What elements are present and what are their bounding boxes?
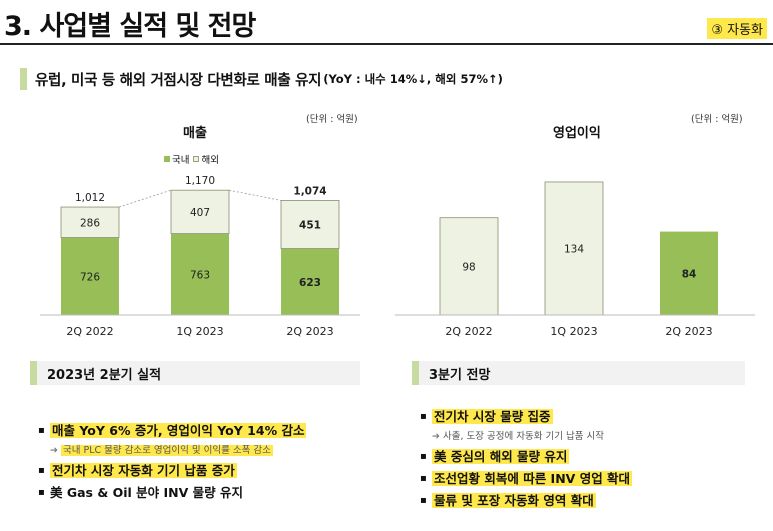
bar-domestic (281, 248, 339, 315)
x-tick-label: 2Q 2023 (286, 325, 333, 338)
profit-unit-label: (단위 : 억원) (691, 114, 743, 125)
profit-chart-title: 영업이익 (553, 126, 601, 141)
x-tick-label: 1Q 2023 (550, 325, 597, 338)
accent-bar (412, 361, 419, 385)
outlook-box-title: 3분기 전망 (429, 367, 491, 383)
list-item: 조선업황 회복에 따른 INV 영업 확대 (420, 468, 633, 490)
bar-operating-profit (439, 217, 499, 316)
data-label: 134 (564, 243, 584, 255)
data-label-overseas: 451 (299, 219, 321, 231)
bar-operating-profit (544, 181, 604, 316)
page-title: 3. 사업별 실적 및 전망 (4, 11, 256, 42)
accent-bar (20, 68, 27, 90)
outlook-list: 전기차 시장 물량 집중 ➔사출, 도장 공정에 자동화 기기 납품 시작 美 … (420, 406, 633, 512)
x-tick-label: 2Q 2022 (445, 325, 492, 338)
x-tick-label: 2Q 2023 (665, 325, 712, 338)
list-subitem: ➔ 사출, 도장 공정에 자동화 기기 납품 시작 (432, 431, 604, 442)
list-subitem: ➔ 국내 PLC 물량 감소로 영업이익 및 이익률 소폭 감소 (50, 445, 273, 456)
connector-line (118, 189, 172, 208)
bar-operating-profit (660, 231, 718, 315)
section-badge: ③ 자동화 (707, 18, 767, 39)
list-item: 전기차 시장 자동화 기기 납품 증가 (38, 460, 306, 482)
results-list: 매출 YoY 6% 증가, 영업이익 YoY 14% 감소 ➔국내 PLC 물량… (38, 420, 307, 504)
data-label-overseas: 286 (80, 217, 100, 229)
data-label-domestic: 726 (80, 271, 100, 283)
data-label-total: 1,170 (185, 175, 215, 187)
revenue-legend: 국내 해외 (164, 152, 219, 166)
bar-overseas (170, 189, 230, 235)
results-box-title: 2023년 2분기 실적 (47, 367, 162, 383)
data-label-domestic: 623 (299, 277, 321, 289)
summary-heading: 유럽, 미국 등 해외 거점시장 다변화로 매출 유지 (YoY : 내수 14… (20, 68, 503, 90)
legend-swatch-overseas (193, 156, 200, 162)
list-item: 美 Gas & Oil 분야 INV 물량 유지 (38, 482, 306, 504)
data-label: 84 (682, 268, 697, 280)
list-item: 매출 YoY 6% 증가, 영업이익 YoY 14% 감소 (38, 420, 307, 442)
data-label: 98 (462, 261, 475, 273)
title-divider (0, 43, 773, 45)
data-label-overseas: 407 (190, 207, 210, 219)
list-item: 전기차 시장 물량 집중 (420, 406, 632, 428)
list-item: 美 중심의 해외 물량 유지 (420, 446, 632, 468)
legend-label-overseas: 해외 (201, 155, 219, 166)
data-label-total: 1,074 (293, 185, 326, 197)
connector-line (228, 189, 282, 201)
results-box-header: 2023년 2분기 실적 (30, 361, 360, 385)
accent-bar (30, 361, 37, 385)
legend-label-domestic: 국내 (172, 155, 190, 166)
list-item: 물류 및 포장 자동화 영역 확대 (420, 490, 632, 512)
data-label-total: 1,012 (75, 192, 105, 204)
revenue-unit-label: (단위 : 억원) (306, 114, 358, 125)
summary-text: 유럽, 미국 등 해외 거점시장 다변화로 매출 유지 (35, 72, 322, 89)
revenue-chart-title: 매출 (183, 126, 207, 141)
legend-swatch-domestic (164, 156, 170, 162)
summary-note: (YoY : 내수 14%↓, 해외 57%↑) (323, 72, 503, 86)
x-tick-label: 1Q 2023 (176, 325, 223, 338)
bar-overseas (60, 206, 120, 238)
bar-domestic (171, 233, 229, 315)
outlook-box-header: 3분기 전망 (412, 361, 745, 385)
bar-domestic (61, 237, 119, 315)
profit-chart: 98 2Q 2022 134 1Q 2023 84 2Q 2023 (395, 181, 755, 338)
revenue-chart: 726 286 1,012 2Q 2022 763 407 1,170 1Q 2023 623 4… (40, 175, 360, 338)
bar-overseas (280, 200, 340, 249)
data-label-domestic: 763 (190, 269, 210, 281)
x-tick-label: 2Q 2022 (66, 325, 113, 338)
